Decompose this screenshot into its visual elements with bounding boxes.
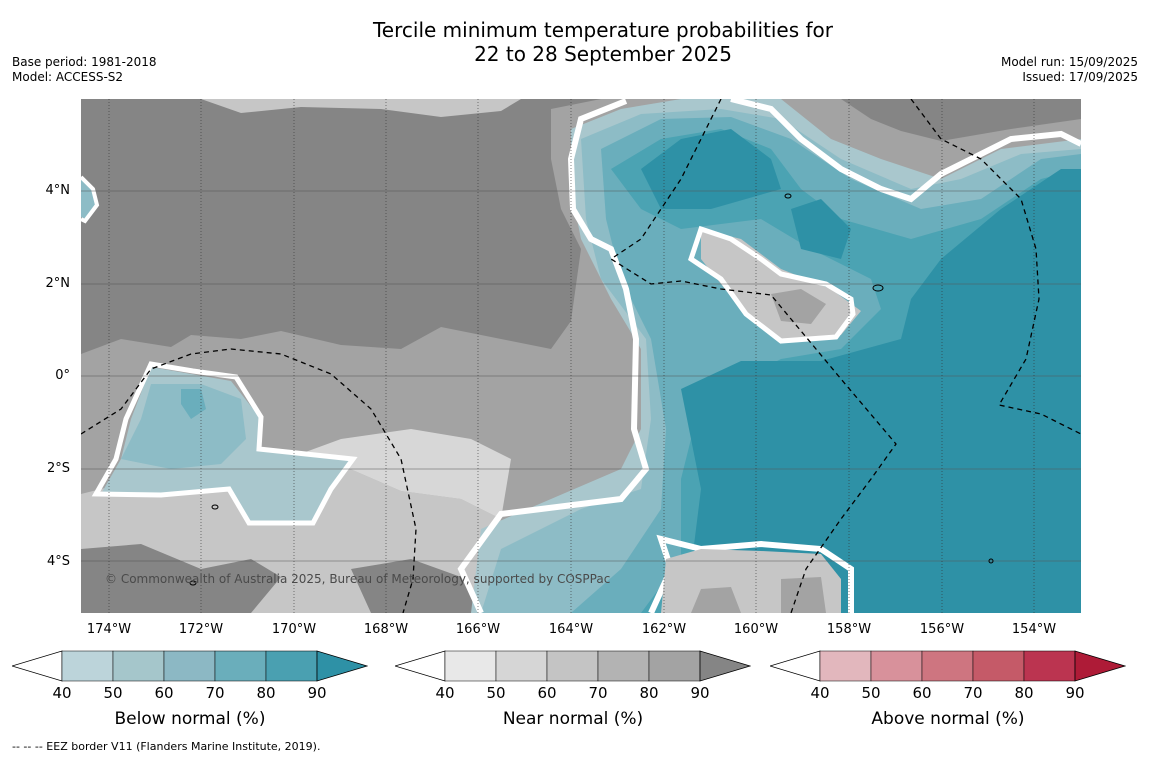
below-normal-90-region <box>641 129 1081 613</box>
cb0-tick-80: 80 <box>256 684 276 702</box>
colorbar-high-arrow <box>1074 650 1127 682</box>
eez-borders <box>81 99 1081 613</box>
copyright-notice: © Commonwealth of Australia 2025, Bureau… <box>105 572 611 586</box>
colorbar-label-near: Near normal (%) <box>502 709 644 729</box>
colorbar-segment <box>819 650 872 682</box>
near-normal-patch-south-dark <box>691 577 826 613</box>
lon-label-170w: 170°W <box>271 622 317 637</box>
near-normal-patch-2n-dark <box>771 289 826 324</box>
title-line-1: Tercile minimum temperature probabilitie… <box>372 18 834 42</box>
near-normal-dark-region <box>81 99 601 354</box>
colorbar-label-below: Below normal (%) <box>114 709 266 729</box>
colorbar-segment <box>495 650 548 682</box>
colorbar-segment <box>648 650 701 682</box>
colorbar-high-arrow <box>316 650 369 682</box>
colorbar-high-arrow <box>699 650 752 682</box>
lon-label-166w: 166°W <box>455 622 501 637</box>
lon-label-162w: 162°W <box>641 622 687 637</box>
lon-label-168w: 168°W <box>363 622 409 637</box>
lon-label-164w: 164°W <box>548 622 594 637</box>
colorbar-segment <box>921 650 974 682</box>
eez-footnote: -- -- -- EEZ border V11 (Flanders Marine… <box>12 740 321 753</box>
colorbar-segment <box>444 650 497 682</box>
meta-left: Base period: 1981-2018 Model: ACCESS-S2 <box>12 55 157 85</box>
issued-date: Issued: 17/09/2025 <box>1022 70 1138 84</box>
model-run: Model run: 15/09/2025 <box>1000 55 1138 69</box>
white-contour-2n <box>688 225 856 344</box>
colorbar-segment <box>972 650 1025 682</box>
colorbar-segment <box>214 650 267 682</box>
cb0-tick-70: 70 <box>205 684 225 702</box>
base-period: Base period: 1981-2018 <box>12 55 157 69</box>
colorbar-segment <box>597 650 650 682</box>
lon-label-160w: 160°W <box>733 622 779 637</box>
lat-label-0: 0° <box>55 368 70 383</box>
cb2-tick-90: 90 <box>1065 684 1085 702</box>
chart-title: Tercile minimum temperature probabilitie… <box>0 18 1150 66</box>
model-name: Model: ACCESS-S2 <box>12 70 124 84</box>
meta-right: Model run: 15/09/2025 Issued: 17/09/2025 <box>1001 55 1138 85</box>
lon-label-158w: 158°W <box>826 622 872 637</box>
colorbar-segment <box>163 650 216 682</box>
cb0-tick-90: 90 <box>307 684 327 702</box>
map-plot-area <box>81 99 1081 613</box>
map-svg <box>81 99 1081 613</box>
colorbar-low-arrow <box>10 650 63 682</box>
cb2-tick-80: 80 <box>1014 684 1034 702</box>
below-normal-west-70 <box>181 389 206 419</box>
colorbar-segment <box>265 650 318 682</box>
cb2-tick-40: 40 <box>810 684 830 702</box>
cb0-tick-50: 50 <box>103 684 123 702</box>
colorbar-near-normal <box>393 650 752 686</box>
cb1-tick-40: 40 <box>435 684 455 702</box>
lat-label-4s: 4°S <box>46 554 70 569</box>
near-normal-lighter-band <box>281 429 511 519</box>
white-contour-west-edge <box>81 175 100 224</box>
cb1-tick-50: 50 <box>486 684 506 702</box>
lon-label-172w: 172°W <box>178 622 224 637</box>
colorbar-below-normal <box>10 650 369 686</box>
colorbar-label-above: Above normal (%) <box>871 709 1025 729</box>
below-normal-west-mid <box>121 384 246 469</box>
near-normal-dark-ne <box>841 99 1081 141</box>
cb0-tick-40: 40 <box>52 684 72 702</box>
colorbar-segment <box>61 650 114 682</box>
lon-label-154w: 154°W <box>1011 622 1057 637</box>
lon-label-156w: 156°W <box>919 622 965 637</box>
cb2-tick-70: 70 <box>963 684 983 702</box>
islands <box>189 193 994 586</box>
colorbar-low-arrow <box>393 650 446 682</box>
lat-gridlines <box>81 190 1081 562</box>
near-normal-light-north <box>201 99 521 117</box>
cb0-tick-60: 60 <box>154 684 174 702</box>
colorbar-above-normal <box>768 650 1127 686</box>
lat-label-4n: 4°N <box>45 183 71 198</box>
cb1-tick-90: 90 <box>690 684 710 702</box>
lat-label-2n: 2°N <box>45 276 71 291</box>
title-line-2: 22 to 28 September 2025 <box>474 42 732 66</box>
colorbar-segment <box>870 650 923 682</box>
cb2-tick-60: 60 <box>912 684 932 702</box>
cb1-tick-80: 80 <box>639 684 659 702</box>
colorbar-segment <box>546 650 599 682</box>
lat-label-2s: 2°S <box>46 461 70 476</box>
colorbar-segment <box>1023 650 1076 682</box>
cb1-tick-60: 60 <box>537 684 557 702</box>
white-contour-west <box>91 361 358 526</box>
colorbar-low-arrow <box>768 650 821 682</box>
cb1-tick-70: 70 <box>588 684 608 702</box>
colorbar-segment <box>112 650 165 682</box>
cb2-tick-50: 50 <box>861 684 881 702</box>
lon-label-174w: 174°W <box>86 622 132 637</box>
